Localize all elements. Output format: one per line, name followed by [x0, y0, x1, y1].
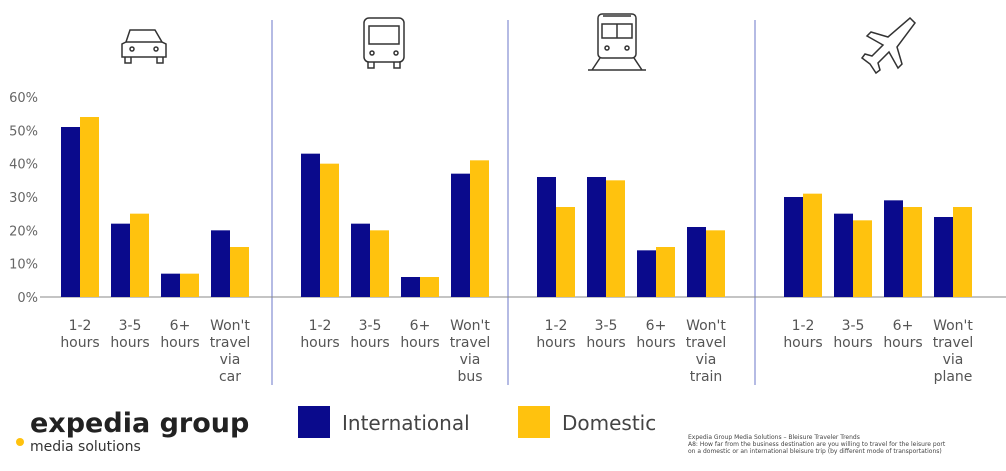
bar	[687, 227, 706, 297]
x-tick-label: Won't travel via train	[686, 318, 727, 385]
x-tick-label: 1-2 hours	[536, 318, 575, 351]
bar	[953, 207, 972, 297]
footnote: Expedia Group Media Solutions – Bleisure…	[688, 434, 860, 441]
x-tick-label: 3-5 hours	[833, 318, 872, 351]
legend-label: Domestic	[562, 411, 656, 435]
bar	[320, 163, 339, 297]
footnote: on a domestic or an international bleisu…	[688, 448, 942, 455]
tagline: media solutions	[30, 439, 141, 455]
y-tick-label: 30%	[9, 191, 38, 206]
bar	[470, 160, 489, 297]
x-tick-label: Won't travel via bus	[450, 318, 491, 385]
bar	[370, 230, 389, 297]
logo: expedia group	[30, 408, 249, 439]
bar	[656, 247, 675, 297]
x-tick-label: 3-5 hours	[110, 318, 149, 351]
bar	[884, 200, 903, 297]
bar	[803, 193, 822, 297]
bar	[606, 180, 625, 297]
footnote: A8: How far from the business destinatio…	[688, 441, 946, 448]
y-tick-label: 10%	[9, 258, 38, 273]
x-tick-label: 6+ hours	[636, 318, 675, 351]
x-tick-label: 1-2 hours	[60, 318, 99, 351]
y-tick-label: 40%	[9, 158, 38, 173]
logo-dot	[16, 438, 24, 446]
y-tick-label: 0%	[17, 291, 38, 306]
bar	[934, 217, 953, 297]
x-tick-label: 3-5 hours	[350, 318, 389, 351]
bar	[903, 207, 922, 297]
x-tick-label: 6+ hours	[883, 318, 922, 351]
bar	[706, 230, 725, 297]
x-tick-label: 6+ hours	[400, 318, 439, 351]
legend-swatch	[298, 406, 330, 438]
icons	[121, 13, 916, 75]
panel-dividers	[271, 20, 756, 385]
train-icon	[588, 13, 646, 71]
bar	[420, 277, 439, 297]
bar	[556, 207, 575, 297]
bar	[80, 117, 99, 297]
bar	[211, 230, 230, 297]
x-tick-label: 1-2 hours	[783, 318, 822, 351]
y-tick-label: 60%	[9, 91, 38, 106]
plane-icon	[860, 16, 916, 75]
bar	[637, 250, 656, 297]
bar	[230, 247, 249, 297]
y-tick-label: 20%	[9, 224, 38, 239]
bar	[111, 223, 130, 297]
x-tick-label: 1-2 hours	[300, 318, 339, 351]
bar	[451, 173, 470, 297]
x-tick-label: Won't travel via car	[210, 318, 251, 385]
bar	[537, 177, 556, 297]
bar	[784, 197, 803, 297]
bar	[853, 220, 872, 297]
car-icon	[121, 29, 167, 64]
bar	[61, 127, 80, 297]
bar	[180, 273, 199, 297]
legend-label: International	[342, 411, 470, 435]
bar	[301, 153, 320, 297]
bar	[834, 213, 853, 297]
bar	[401, 277, 420, 297]
bar	[587, 177, 606, 297]
x-tick-label: Won't travel via plane	[933, 318, 974, 385]
bar	[161, 273, 180, 297]
bar	[130, 213, 149, 297]
x-tick-label: 3-5 hours	[586, 318, 625, 351]
legend-swatch	[518, 406, 550, 438]
y-tick-label: 50%	[9, 124, 38, 139]
bus-icon	[363, 17, 405, 69]
bar	[351, 223, 370, 297]
x-tick-label: 6+ hours	[160, 318, 199, 351]
